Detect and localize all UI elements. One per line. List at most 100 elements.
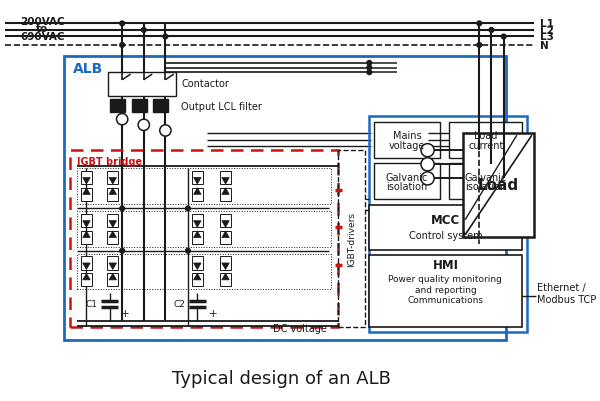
Circle shape xyxy=(477,43,482,48)
Text: C1: C1 xyxy=(86,299,98,308)
Text: 200VAC: 200VAC xyxy=(20,16,65,26)
Text: Output LCL filter: Output LCL filter xyxy=(181,102,262,112)
Polygon shape xyxy=(109,231,116,238)
Text: L3: L3 xyxy=(541,32,554,43)
Bar xyxy=(191,215,203,228)
Text: Contactor: Contactor xyxy=(181,79,229,89)
Circle shape xyxy=(502,35,506,40)
Text: current: current xyxy=(468,140,503,150)
Polygon shape xyxy=(83,221,90,228)
Bar xyxy=(449,123,523,158)
Circle shape xyxy=(120,207,125,211)
Text: isolation: isolation xyxy=(386,181,428,191)
Text: Galvanic: Galvanic xyxy=(386,172,428,182)
Bar xyxy=(220,273,231,287)
Text: N: N xyxy=(541,41,549,51)
Polygon shape xyxy=(109,273,116,280)
Bar xyxy=(463,134,534,237)
Polygon shape xyxy=(83,178,90,184)
Circle shape xyxy=(477,22,482,26)
Text: Ethernet /: Ethernet / xyxy=(538,283,586,293)
Text: Control system: Control system xyxy=(409,230,482,240)
Polygon shape xyxy=(222,221,229,228)
Text: 690VAC: 690VAC xyxy=(20,31,65,41)
Circle shape xyxy=(421,158,434,172)
Text: Galvanic: Galvanic xyxy=(464,172,507,182)
Bar xyxy=(374,164,440,200)
Text: voltage: voltage xyxy=(389,140,425,150)
Bar xyxy=(110,99,125,112)
Bar xyxy=(81,231,92,245)
Bar xyxy=(220,231,231,245)
Text: Mains: Mains xyxy=(392,131,421,141)
Bar xyxy=(81,257,92,270)
Text: Load: Load xyxy=(478,178,518,193)
Circle shape xyxy=(160,126,171,137)
Text: Typical design of an ALB: Typical design of an ALB xyxy=(172,369,391,387)
Bar xyxy=(107,172,118,184)
Polygon shape xyxy=(194,221,201,228)
Polygon shape xyxy=(109,263,116,270)
Bar xyxy=(64,57,506,340)
Bar xyxy=(108,73,176,97)
Bar xyxy=(81,273,92,287)
Text: and reporting: and reporting xyxy=(415,285,476,294)
Bar xyxy=(107,215,118,228)
Text: +: + xyxy=(209,308,217,318)
Bar xyxy=(70,151,338,327)
Bar xyxy=(220,257,231,270)
Text: L1: L1 xyxy=(541,19,554,29)
Bar xyxy=(81,215,92,228)
Bar xyxy=(191,257,203,270)
Circle shape xyxy=(185,249,190,253)
Text: HMI: HMI xyxy=(433,259,458,271)
Bar xyxy=(369,205,523,250)
Polygon shape xyxy=(222,273,229,280)
Bar xyxy=(81,172,92,184)
Bar xyxy=(369,117,527,333)
Polygon shape xyxy=(83,188,90,195)
Polygon shape xyxy=(83,231,90,238)
Circle shape xyxy=(489,28,494,33)
Polygon shape xyxy=(194,263,201,270)
Bar xyxy=(107,257,118,270)
Bar xyxy=(77,212,331,247)
Circle shape xyxy=(367,61,371,66)
Polygon shape xyxy=(222,178,229,184)
Bar xyxy=(107,188,118,201)
Bar xyxy=(220,172,231,184)
Circle shape xyxy=(116,114,128,126)
Bar xyxy=(153,99,168,112)
Bar xyxy=(369,256,523,327)
Circle shape xyxy=(367,71,371,75)
Circle shape xyxy=(367,66,371,71)
Text: isolation: isolation xyxy=(465,181,506,191)
Bar xyxy=(77,254,331,290)
Bar xyxy=(449,164,523,200)
Bar xyxy=(191,273,203,287)
Text: IGBT-drivers: IGBT-drivers xyxy=(347,211,356,266)
Circle shape xyxy=(163,35,168,40)
Bar xyxy=(77,169,331,204)
Polygon shape xyxy=(109,221,116,228)
Polygon shape xyxy=(109,178,116,184)
Text: MCC: MCC xyxy=(431,214,460,227)
Circle shape xyxy=(120,249,125,253)
Bar xyxy=(107,273,118,287)
Circle shape xyxy=(185,207,190,211)
Bar xyxy=(191,231,203,245)
Text: +: + xyxy=(121,308,130,318)
Circle shape xyxy=(120,43,125,48)
Bar xyxy=(220,188,231,201)
Bar xyxy=(220,215,231,228)
Polygon shape xyxy=(194,188,201,195)
Text: Communications: Communications xyxy=(407,296,484,304)
Bar xyxy=(107,231,118,245)
Polygon shape xyxy=(194,273,201,280)
Circle shape xyxy=(421,144,434,157)
Text: L2: L2 xyxy=(541,26,554,36)
Polygon shape xyxy=(83,273,90,280)
Text: C2: C2 xyxy=(173,299,185,308)
Text: Modbus TCP: Modbus TCP xyxy=(538,294,597,304)
Polygon shape xyxy=(83,263,90,270)
